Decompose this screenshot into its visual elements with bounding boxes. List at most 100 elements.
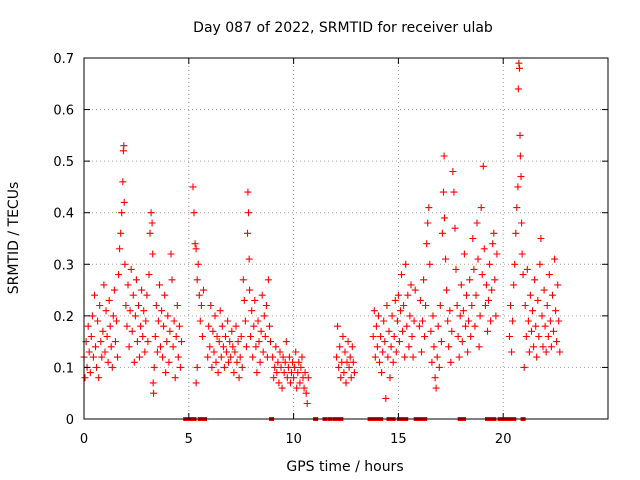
data-point <box>477 204 485 212</box>
data-point <box>376 358 383 366</box>
data-point <box>517 173 525 181</box>
data-point <box>267 338 274 346</box>
data-point <box>400 302 408 309</box>
data-point <box>436 302 444 309</box>
data-point <box>470 265 478 273</box>
y-tick-label: 0.7 <box>53 52 74 67</box>
data-point <box>84 322 92 330</box>
data-point <box>127 265 135 273</box>
data-point <box>302 389 310 397</box>
data-point <box>229 343 237 351</box>
data-point <box>238 363 246 371</box>
data-point <box>143 291 151 299</box>
data-point <box>485 296 492 304</box>
data-point <box>542 348 550 356</box>
data-point <box>146 229 154 237</box>
data-point <box>191 240 199 248</box>
data-point <box>435 363 443 371</box>
data-point <box>148 219 156 227</box>
data-point <box>512 229 520 237</box>
data-point <box>474 255 482 263</box>
data-point <box>92 343 99 351</box>
data-point <box>409 353 417 361</box>
data-point <box>173 302 181 309</box>
data-point <box>460 250 468 258</box>
data-point <box>337 374 345 382</box>
data-point <box>108 363 116 371</box>
data-point <box>383 302 391 309</box>
data-point <box>432 384 440 392</box>
data-point <box>515 59 523 67</box>
data-point <box>147 209 155 217</box>
data-point <box>392 348 400 356</box>
data-point <box>154 317 162 325</box>
data-point <box>482 281 490 289</box>
data-point <box>507 302 514 309</box>
data-point <box>166 327 174 335</box>
data-point <box>443 286 451 294</box>
data-point <box>380 317 388 325</box>
data-point <box>87 333 95 340</box>
data-point <box>457 281 465 289</box>
data-point <box>450 188 458 196</box>
data-point <box>526 291 534 299</box>
data-point <box>292 348 300 356</box>
data-point <box>297 363 305 371</box>
data-point <box>193 363 201 371</box>
data-point <box>272 343 280 351</box>
data-point <box>150 363 158 371</box>
data-point <box>169 343 177 351</box>
data-point <box>224 317 232 325</box>
data-point <box>274 358 282 366</box>
data-point <box>525 348 533 356</box>
data-point <box>475 343 483 351</box>
x-tick-label: 20 <box>495 432 512 447</box>
data-point <box>158 307 166 315</box>
data-point <box>236 353 244 361</box>
data-point <box>373 343 381 351</box>
data-point <box>467 333 475 340</box>
data-point <box>132 276 140 284</box>
data-point <box>419 317 426 325</box>
data-point <box>390 333 398 340</box>
data-point <box>85 348 93 356</box>
data-point <box>490 229 498 237</box>
data-point <box>157 343 164 351</box>
data-point <box>275 379 283 387</box>
x-tick-label: 15 <box>390 432 407 447</box>
data-point <box>136 353 143 361</box>
data-point <box>415 322 423 330</box>
data-point <box>407 281 415 289</box>
data-point <box>142 317 150 325</box>
data-point <box>547 343 555 351</box>
data-point <box>402 260 410 268</box>
data-point <box>129 291 137 299</box>
data-point <box>244 229 251 237</box>
data-point <box>232 322 240 330</box>
data-point <box>463 291 470 299</box>
data-point <box>293 384 301 392</box>
data-point <box>341 348 349 356</box>
x-tick-label: 5 <box>185 432 193 447</box>
data-point <box>258 291 266 299</box>
data-point <box>149 379 157 387</box>
data-point <box>170 317 178 325</box>
data-point <box>399 327 407 335</box>
data-point <box>152 302 160 309</box>
data-point <box>395 338 403 346</box>
data-point <box>251 296 259 304</box>
data-point <box>335 363 343 371</box>
data-point <box>160 322 168 330</box>
data-point <box>104 358 112 366</box>
data-point <box>131 312 139 320</box>
data-point <box>522 333 530 340</box>
data-point <box>464 348 472 356</box>
data-point <box>492 312 500 320</box>
data-point <box>428 358 436 366</box>
data-point <box>425 204 433 212</box>
data-point <box>192 245 200 253</box>
data-point <box>269 353 277 361</box>
data-point <box>139 333 147 340</box>
data-point <box>211 312 219 320</box>
data-point <box>219 343 227 351</box>
